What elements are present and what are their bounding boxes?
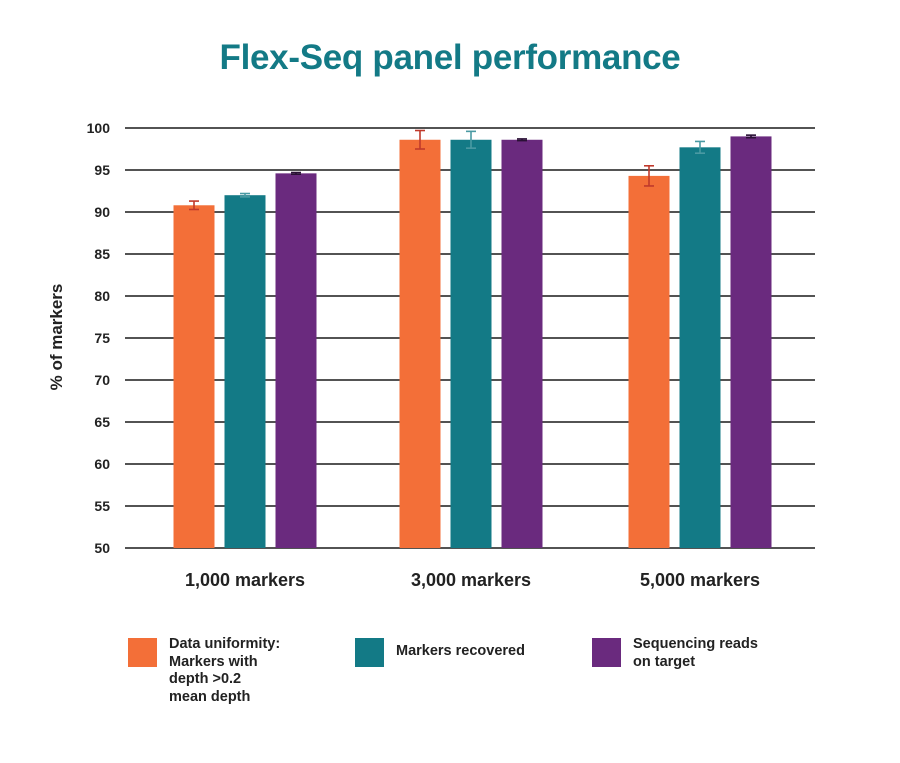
legend-item-markers-recovered: Markers recovered [355, 636, 525, 667]
y-tick-label-80: 80 [94, 288, 110, 304]
y-tick-labels: 50 55 60 65 70 75 80 85 90 95 100 [87, 120, 111, 556]
y-tick-label-65: 65 [94, 414, 110, 430]
bar-s2-c2 [450, 139, 492, 548]
legend-label-reads-on-target: Sequencing reads on target [633, 636, 758, 670]
bar-s2-c1 [224, 195, 266, 548]
y-tick-label-90: 90 [94, 204, 110, 220]
error-bar-s2-c3 [695, 140, 705, 154]
legend-swatch-markers-recovered [355, 638, 384, 667]
legend-label-data-uniformity: Data uniformity: Markers with depth >0.2… [169, 636, 281, 705]
y-tick-label-95: 95 [94, 162, 110, 178]
error-bar-s3-c1 [291, 171, 301, 175]
bar-s1-c3 [628, 175, 670, 548]
chart-title: Flex-Seq panel performance [219, 38, 681, 77]
error-bar-s3-c2 [517, 138, 527, 142]
legend-swatch-reads-on-target [592, 638, 621, 667]
bar-s3-c1 [275, 173, 317, 549]
legend-item-data-uniformity: Data uniformity: Markers with depth >0.2… [128, 636, 280, 706]
legend-label-markers-recovered: Markers recovered [396, 643, 525, 659]
error-bar-s1-c1 [189, 200, 199, 211]
error-bar-s1-c2 [415, 129, 425, 150]
bar-s3-c2 [501, 139, 543, 548]
error-bar-s2-c1 [240, 192, 250, 198]
legend-item-reads-on-target: Sequencing reads on target [592, 636, 758, 671]
y-tick-label-85: 85 [94, 246, 110, 262]
y-tick-label-70: 70 [94, 372, 110, 388]
y-tick-label-55: 55 [94, 498, 110, 514]
y-axis-title: % of markers [47, 284, 66, 391]
bar-s1-c2 [399, 139, 441, 548]
bar-s3-c3 [730, 136, 772, 548]
error-bar-s2-c2 [466, 130, 476, 149]
bar-s2-c3 [679, 147, 721, 548]
category-label-2: 3,000 markers [411, 570, 531, 590]
error-bar-s3-c3 [746, 134, 756, 139]
y-tick-label-50: 50 [94, 540, 110, 556]
category-label-3: 5,000 markers [640, 570, 760, 590]
bar-s1-c1 [173, 205, 215, 548]
y-tick-label-75: 75 [94, 330, 110, 346]
category-label-1: 1,000 markers [185, 570, 305, 590]
y-tick-label-100: 100 [87, 120, 111, 136]
error-bars [189, 129, 756, 211]
y-tick-label-60: 60 [94, 456, 110, 472]
bars [173, 136, 772, 549]
error-bar-s1-c3 [644, 165, 654, 187]
category-labels: 1,000 markers 3,000 markers 5,000 markers [185, 570, 760, 590]
legend-swatch-data-uniformity [128, 638, 157, 667]
